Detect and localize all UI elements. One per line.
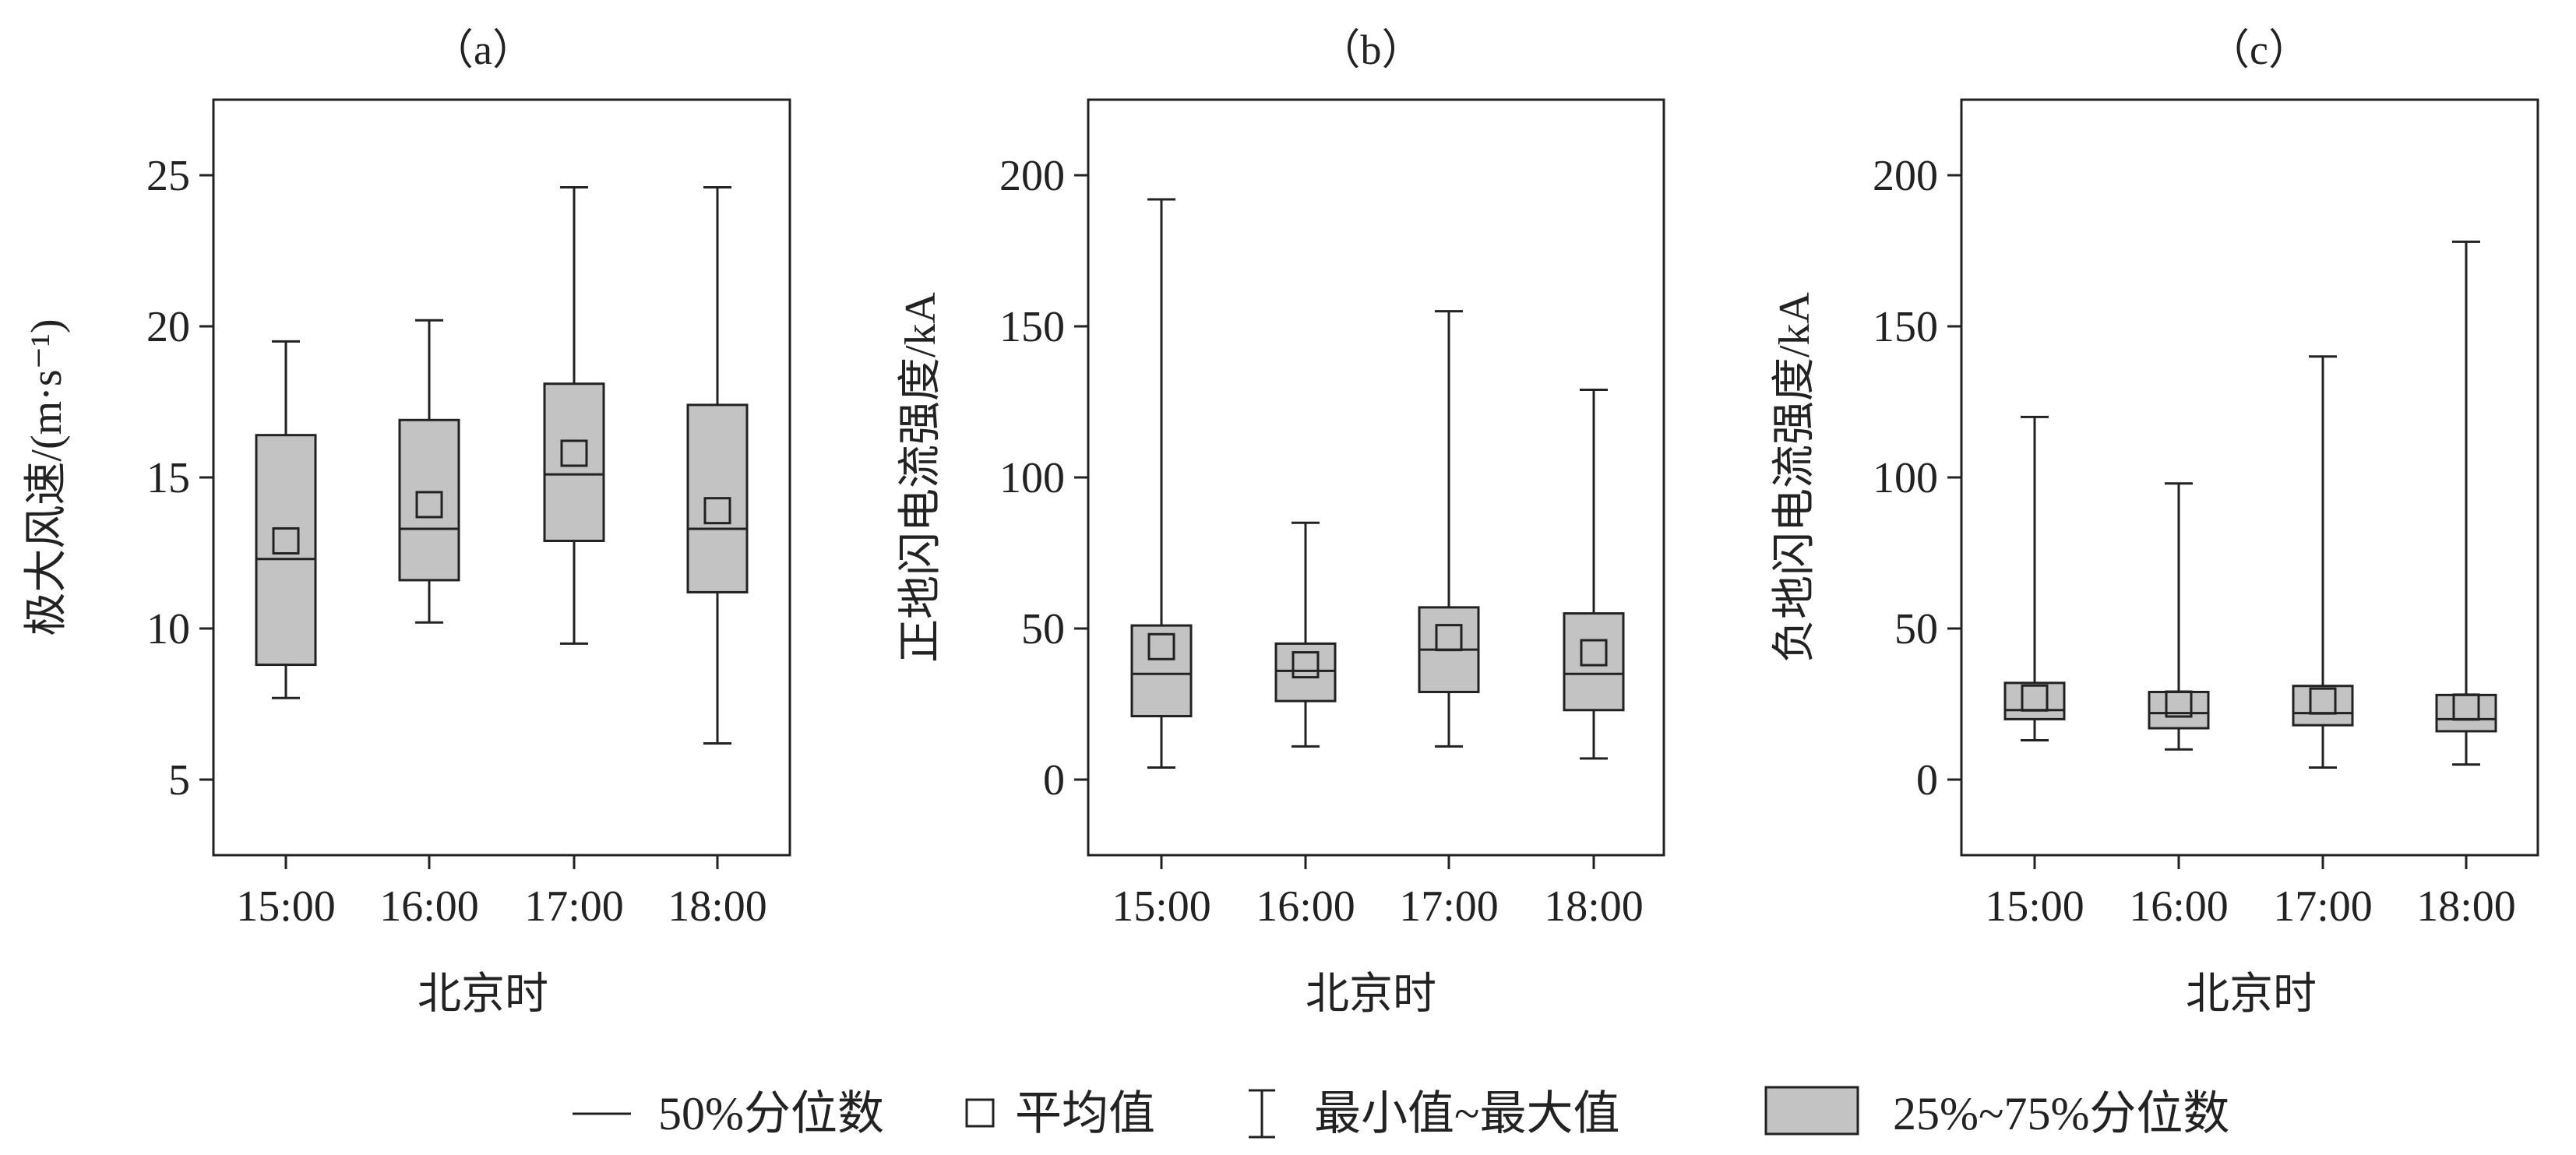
box-b-0 [1130,198,1193,769]
plot-frame-c [1960,98,2539,857]
legend-median-label: 50%分位数 [658,1088,884,1139]
boxes-a [255,186,749,745]
iqr-box [2292,685,2354,727]
y-tick-label-a-1: 10 [146,605,190,653]
x-axis-title-b: 北京时 [1306,970,1436,1019]
x-tick-label-a-0: 15:00 [236,882,336,931]
iqr-box [2435,693,2497,733]
y-tick-label-b-2: 100 [999,454,1065,502]
legend-item-iqr: 25%~75%分位数 [1764,1086,2229,1139]
panel-title-a: （a） [432,26,534,73]
box-a-1 [398,319,460,624]
mean-marker [2021,684,2049,712]
y-tick-label-a-3: 20 [146,303,190,351]
y-axis-b: 0 50 100 150 200 15:00 16:00 17:00 18:00 [999,152,1644,931]
x-tick-label-c-1: 16:00 [2129,882,2229,931]
y-tick-label-c-1: 50 [1894,605,1938,653]
y-tick-label-b-3: 150 [999,303,1065,351]
y-tick-label-c-2: 100 [1873,454,1938,502]
legend-mean-label: 平均值 [1015,1088,1155,1139]
x-tick-label-c-3: 18:00 [2416,882,2516,931]
box-c-2 [2292,355,2354,769]
legend: 50%分位数 平均值 最小值~最大值 25%~75%分位数 [573,1086,2229,1139]
box-c-1 [2148,482,2210,751]
mean-marker [1580,639,1608,667]
iqr-box [255,434,317,667]
mean-marker [1292,651,1320,679]
mean-marker [415,491,443,519]
y-axis-title-b: 正地闪电流强度/kA [897,291,945,663]
mean-marker [2165,690,2193,718]
panel-c: （c） 0 50 100 150 200 15:00 16:00 17:00 18:00 北京时… [1771,26,2539,1019]
x-tick-label-c-2: 17:00 [2273,882,2373,931]
legend-mean-swatch [965,1098,995,1128]
y-axis-title-c: 负地闪电流强度/kA [1771,291,1819,663]
mean-marker [560,439,588,467]
x-tick-label-b-1: 16:00 [1256,882,1355,931]
legend-item-median: 50%分位数 [573,1088,884,1139]
y-tick-label-a-0: 5 [168,756,190,805]
x-tick-label-c-0: 15:00 [1985,882,2084,931]
box-c-0 [2003,415,2066,742]
legend-iqr-label: 25%~75%分位数 [1893,1088,2229,1139]
mean-marker [1435,624,1463,652]
box-b-1 [1274,521,1337,748]
y-axis-a: 5 10 15 20 25 15:00 16:00 17:00 18:00 [146,152,767,931]
mean-marker [272,526,300,555]
iqr-box [2148,690,2210,730]
y-axis-c: 0 50 100 150 200 15:00 16:00 17:00 18:00 [1873,152,2516,931]
mean-marker [2452,693,2480,721]
x-axis-title-c: 北京时 [2186,970,2317,1019]
x-tick-label-b-2: 17:00 [1399,882,1499,931]
boxes-b [1130,198,1625,769]
box-b-3 [1563,388,1625,760]
panel-title-b: （b） [1319,26,1424,73]
iqr-box [2003,681,2066,720]
legend-range-label: 最小值~最大值 [1314,1088,1619,1139]
y-tick-label-c-3: 150 [1873,303,1938,351]
mean-marker [703,497,731,525]
plot-frame-b [1087,98,1665,857]
y-tick-label-c-4: 200 [1873,152,1938,200]
legend-item-mean: 平均值 [965,1088,1155,1139]
legend-iqr-swatch [1764,1086,1859,1136]
y-tick-label-c-0: 0 [1916,756,1938,805]
box-a-2 [543,186,605,645]
x-tick-label-b-0: 15:00 [1112,882,1211,931]
mean-marker [2309,687,2337,715]
panel-title-c: （c） [2208,26,2310,73]
y-tick-label-b-1: 50 [1021,605,1065,653]
y-tick-label-a-2: 15 [146,454,190,502]
x-tick-label-b-3: 18:00 [1544,882,1644,931]
y-axis-title-a: 极大风速/(m·s⁻¹) [23,319,71,636]
x-tick-label-a-1: 16:00 [379,882,479,931]
y-tick-label-b-4: 200 [999,152,1065,200]
y-tick-label-a-4: 25 [146,152,190,200]
y-tick-label-b-0: 0 [1043,756,1065,805]
x-tick-label-a-3: 18:00 [668,882,767,931]
mean-marker [1147,632,1175,660]
legend-item-range: 最小值~最大值 [1249,1088,1619,1139]
panel-a: （a） 5 10 15 20 25 15:00 16:00 17:00 18:00 北京时 极大… [23,26,791,1019]
box-a-0 [255,340,317,699]
iqr-box [543,382,605,542]
iqr-box [1130,624,1193,718]
iqr-box [398,418,460,582]
box-c-3 [2435,240,2497,766]
x-axis-title-a: 北京时 [418,970,548,1019]
panel-b: （b） 0 50 100 150 200 15:00 16:00 17:00 18:00 北京时… [897,26,1665,1019]
iqr-box [1563,612,1625,712]
x-tick-label-a-2: 17:00 [524,882,624,931]
boxes-c [2003,240,2497,769]
box-b-2 [1418,310,1480,748]
box-a-3 [686,186,749,745]
